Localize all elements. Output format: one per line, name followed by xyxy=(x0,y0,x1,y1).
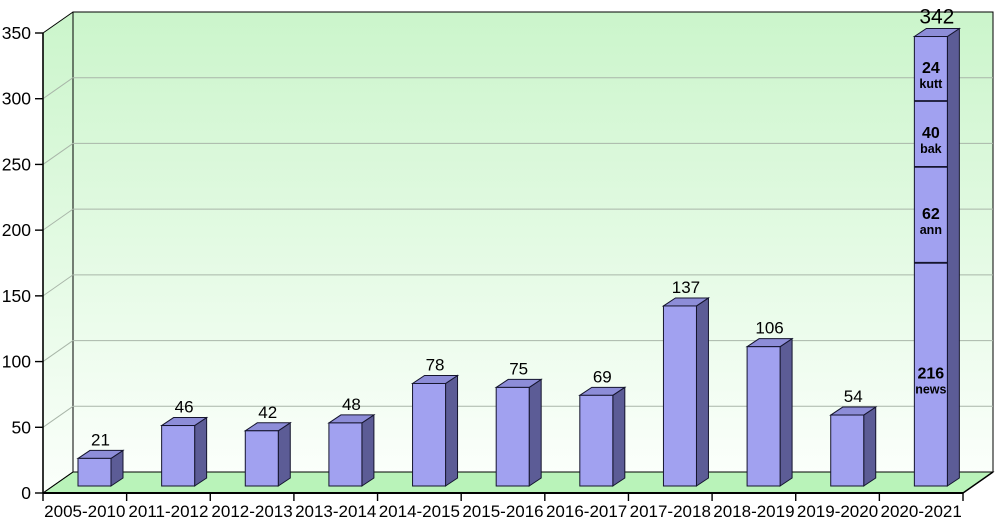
bar xyxy=(410,374,460,487)
bar xyxy=(745,337,794,487)
gridline-wall-stub xyxy=(42,340,74,362)
y-tick-label: 200 xyxy=(2,220,31,240)
bar-value-label: 46 xyxy=(175,398,194,417)
bar xyxy=(661,297,711,487)
bar-side-face xyxy=(194,416,208,487)
x-tick-label: 2016-2017 xyxy=(546,502,627,521)
bar-front-face xyxy=(244,430,279,487)
bar-value-label: 54 xyxy=(844,387,863,406)
segment-name-label: news xyxy=(915,382,946,396)
segment-value-label: 62 xyxy=(922,206,940,223)
bar xyxy=(578,386,627,487)
bar xyxy=(243,421,292,487)
bar-front-face xyxy=(662,305,697,487)
y-tick-label: 300 xyxy=(2,89,31,109)
bar-front-face xyxy=(161,425,196,487)
bar-value-label: 42 xyxy=(258,403,277,422)
gridline-wall-stub xyxy=(42,143,74,165)
x-tick-label: 2005-2010 xyxy=(44,502,125,521)
segment-value-label: 216 xyxy=(918,365,945,382)
bar-side-face xyxy=(277,421,291,487)
bar-value-label: 137 xyxy=(672,278,700,297)
bar-value-label: 69 xyxy=(593,367,612,386)
gridline-wall-stub xyxy=(42,405,74,428)
bar-front-face xyxy=(412,382,447,487)
bar-value-label: 48 xyxy=(342,395,361,414)
x-tick-label: 2011-2012 xyxy=(128,502,208,521)
gridline-wall-stub xyxy=(42,274,74,297)
segment-name-label: ann xyxy=(920,223,942,237)
bar-front-face xyxy=(495,386,530,487)
bar xyxy=(494,378,543,487)
bar xyxy=(159,416,209,487)
bar-value-label: 342 xyxy=(919,6,954,29)
left-wall xyxy=(43,12,73,493)
y-tick-label: 350 xyxy=(2,23,31,43)
bar-value-label: 75 xyxy=(509,359,528,378)
bar xyxy=(327,413,376,487)
bar-value-label: 78 xyxy=(426,355,445,374)
bar-value-label: 106 xyxy=(755,319,783,338)
x-tick-label: 2020-2021 xyxy=(881,502,962,521)
bar-side-face xyxy=(612,386,626,487)
x-tick-label: 2019-2020 xyxy=(797,502,878,521)
x-tick-label: 2015-2016 xyxy=(462,502,543,521)
y-tick-label: 150 xyxy=(2,286,31,306)
gridline-wall-stub xyxy=(42,77,74,100)
segment-value-label: 24 xyxy=(922,60,940,77)
x-tick-label: 2018-2019 xyxy=(713,502,794,521)
bar-side-face xyxy=(445,374,459,487)
bar-side-face xyxy=(863,406,877,487)
bar xyxy=(829,406,878,487)
y-tick-label: 250 xyxy=(2,154,31,174)
floor-right-edge xyxy=(962,471,994,494)
bar-front-face xyxy=(328,422,363,487)
bar-front-face xyxy=(579,394,614,487)
x-tick-label: 2012-2013 xyxy=(211,502,292,521)
bar-front-face xyxy=(913,36,948,487)
y-tick-label: 100 xyxy=(2,352,31,372)
bar-front-face xyxy=(746,346,781,487)
y-tick-label: 0 xyxy=(21,483,31,503)
gridline-wall-stub xyxy=(42,11,74,34)
bar-front-face xyxy=(830,414,865,487)
segment-name-label: bak xyxy=(920,142,942,156)
segment-name-label: kutt xyxy=(919,77,943,91)
x-tick-label: 2017-2018 xyxy=(630,502,711,521)
bar-side-face xyxy=(695,297,709,487)
bar-value-label: 21 xyxy=(91,430,110,449)
bar-side-face xyxy=(528,378,542,487)
bar xyxy=(76,449,125,487)
y-tick-label: 50 xyxy=(12,417,32,437)
bar-side-face xyxy=(361,413,375,487)
bar-side-face xyxy=(779,337,793,487)
bar-front-face xyxy=(77,457,112,487)
bar-side-face xyxy=(946,27,960,487)
x-tick-label: 2013-2014 xyxy=(295,502,376,521)
x-tick-label: 2014-2015 xyxy=(379,502,460,521)
segment-value-label: 40 xyxy=(922,125,940,142)
floor-left-edge xyxy=(42,471,74,494)
gridline-wall-stub xyxy=(42,208,74,231)
